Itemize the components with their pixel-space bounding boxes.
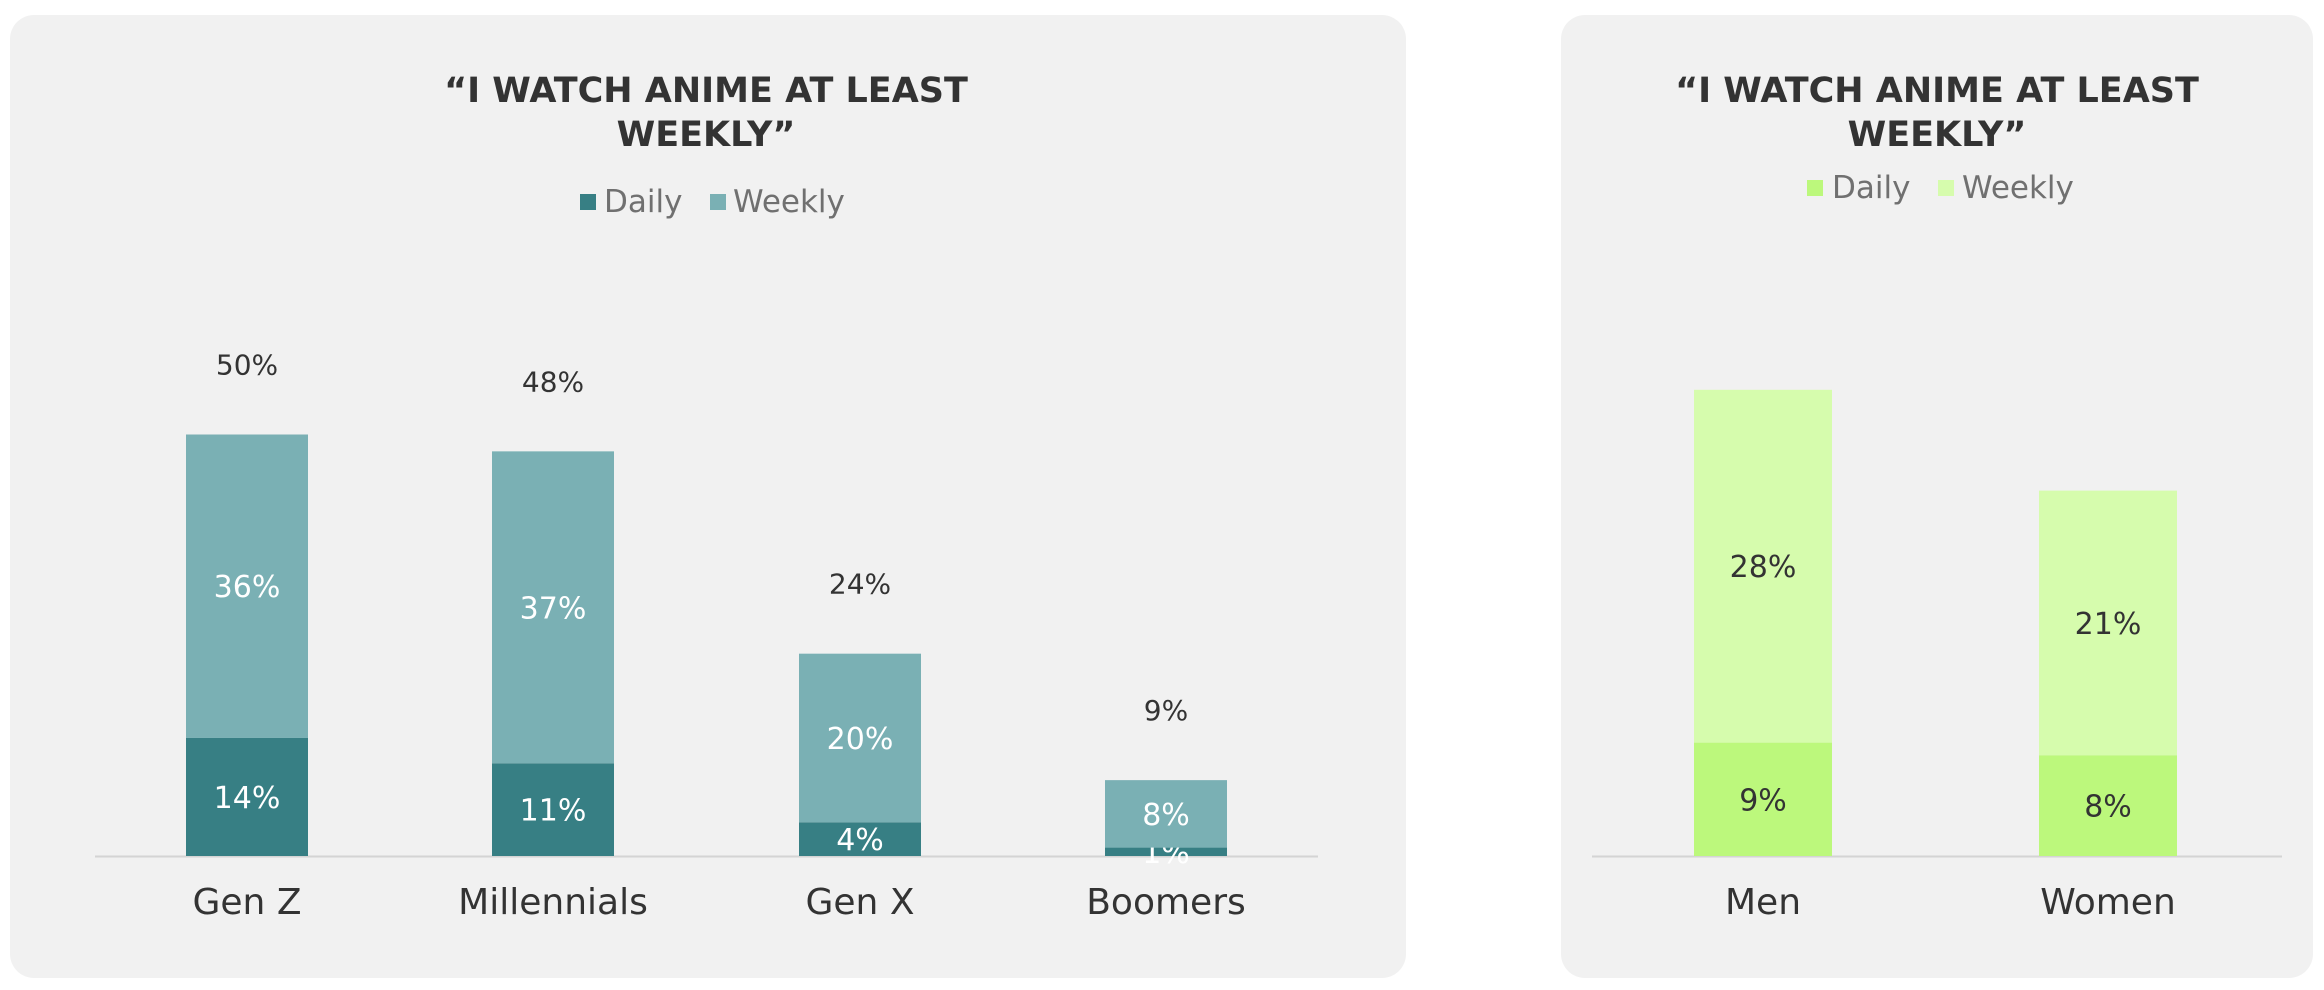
bar-daily-gen-x (799, 822, 921, 856)
legend-label-daily: Daily (1832, 170, 1910, 206)
bar-daily-gen-z (186, 737, 308, 856)
category-label: Gen X (806, 882, 915, 923)
legend-label-weekly: Weekly (1962, 170, 2074, 206)
bar-daily-boomers (1105, 847, 1227, 856)
bar-weekly-boomers (1105, 780, 1227, 848)
total-label: 48% (522, 365, 584, 398)
data-label-daily: 4% (836, 823, 884, 858)
data-label-weekly: 37% (520, 591, 587, 626)
legend-label-weekly: Weekly (733, 184, 845, 220)
bar-weekly-millennials (492, 451, 614, 764)
category-label: Women (2040, 882, 2176, 923)
legend-swatch-weekly (710, 194, 726, 210)
bar-daily-millennials (492, 763, 614, 856)
bar-weekly-women (2039, 490, 2177, 756)
data-label-weekly: 20% (827, 722, 894, 757)
chart-title-age: “I WATCH ANIME AT LEAST (444, 71, 968, 111)
bar-daily-men (1694, 742, 1832, 856)
category-label: Men (1725, 882, 1801, 923)
category-label: Boomers (1086, 882, 1246, 923)
total-label: 9% (1144, 694, 1188, 727)
data-label-weekly: 36% (214, 570, 281, 605)
data-label-daily: 14% (214, 781, 281, 816)
bar-daily-women (2039, 755, 2177, 856)
data-label-daily: 8% (2084, 790, 2132, 825)
legend-label-daily: Daily (604, 184, 682, 220)
data-label-daily: 11% (520, 794, 587, 829)
data-label-daily: 9% (1739, 783, 1787, 818)
bar-weekly-men (1694, 389, 1832, 743)
total-label: 50% (216, 349, 278, 382)
chart-panel-gender (1561, 15, 2313, 978)
legend-swatch-daily (580, 194, 596, 210)
data-label-weekly: 21% (2075, 607, 2142, 642)
category-label: Gen Z (193, 882, 302, 923)
data-label-weekly: 28% (1730, 550, 1797, 585)
chart-title-gender: “I WATCH ANIME AT LEAST (1675, 71, 2199, 111)
bar-weekly-gen-z (186, 434, 308, 738)
category-label: Millennials (458, 882, 648, 923)
chart-title-age: WEEKLY” (617, 115, 796, 155)
legend-swatch-daily (1807, 180, 1823, 196)
bar-weekly-gen-x (799, 653, 921, 823)
legend-swatch-weekly (1938, 180, 1954, 196)
chart-title-gender: WEEKLY” (1848, 115, 2027, 155)
data-label-weekly: 8% (1142, 798, 1190, 833)
total-label: 24% (829, 568, 891, 601)
